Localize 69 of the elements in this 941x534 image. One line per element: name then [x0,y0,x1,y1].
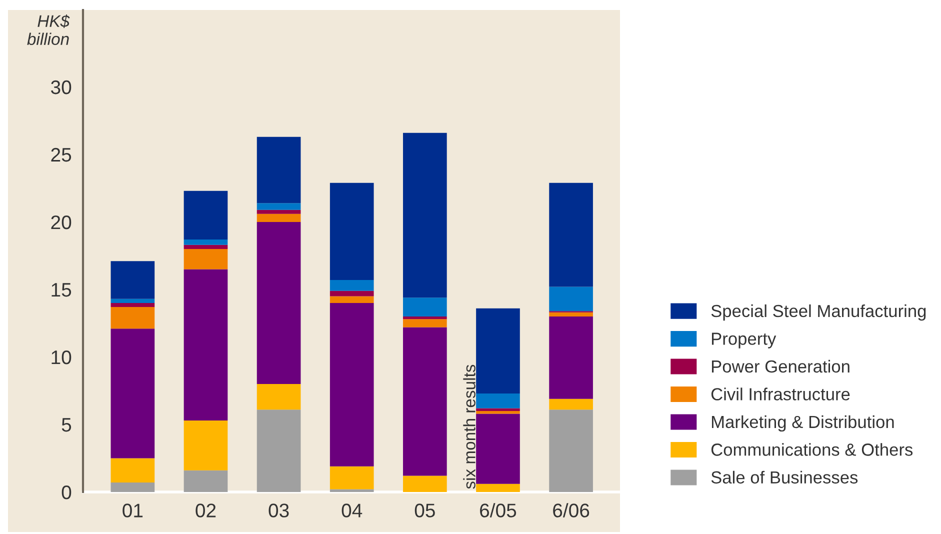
bar [110,458,155,483]
bar [330,182,374,280]
legend-label: Power Generation [712,360,850,373]
bar [256,210,301,214]
x-tick-label: 01 [122,504,143,518]
bar [184,470,228,492]
legend-label: Civil Infrastructure [711,388,850,400]
y-tick-label: 0 [62,485,72,500]
bar [330,466,374,490]
bar [476,484,520,492]
bar [549,182,593,287]
y-axis-title: HK$ billion [27,14,70,46]
y-tick-label: 15 [52,283,72,297]
legend-label: Property [712,332,776,348]
bar [476,408,520,411]
bar [184,240,228,245]
bar [256,136,301,204]
bar [110,302,155,308]
legend-label: Special Steel Manufacturing [711,304,926,321]
bar [256,214,301,222]
bar [549,316,593,399]
bar [110,328,155,458]
bar [403,319,447,328]
y-tick-label: 30 [51,80,72,94]
bar [549,312,593,316]
x-tick-label: 6/05 [480,503,516,518]
bar [549,286,593,312]
bar [476,414,520,484]
x-tick-label: 6/06 [553,503,590,518]
bar [476,410,520,414]
bar [184,420,228,470]
x-tick-label: 05 [414,504,435,518]
bar [549,410,593,492]
bar [184,269,228,420]
bar [403,476,447,492]
legend-label: Sale of Businesses [711,470,858,484]
bar [330,489,374,492]
bar [330,290,374,296]
bar [256,203,301,210]
bar [184,190,228,240]
bar [110,482,155,492]
bar [330,280,374,291]
y-tick-label: 20 [51,215,72,230]
bar [110,298,155,303]
bar [330,296,374,303]
x-tick-label: 03 [268,504,289,518]
x-tick-label: 02 [196,504,216,518]
bar [110,307,155,329]
bar [256,222,301,384]
y-tick-label: 25 [51,148,72,162]
annotation: six month results [463,364,476,489]
bar [403,132,447,298]
legend-label: Communications & Others [711,443,913,456]
bar [110,261,155,299]
legend-label: Marketing & Distribution [712,415,894,432]
bar [476,393,520,408]
y-tick-label: 5 [62,418,72,432]
y-tick-label: 10 [52,350,72,364]
bar [184,248,228,270]
bar [549,398,593,410]
bar [256,410,301,492]
bar [476,308,520,394]
bar [330,302,374,466]
bar [256,384,301,410]
x-tick-label: 04 [342,504,362,518]
bar [403,316,447,320]
bar [403,298,447,316]
bar [184,244,228,249]
bar [403,327,447,476]
